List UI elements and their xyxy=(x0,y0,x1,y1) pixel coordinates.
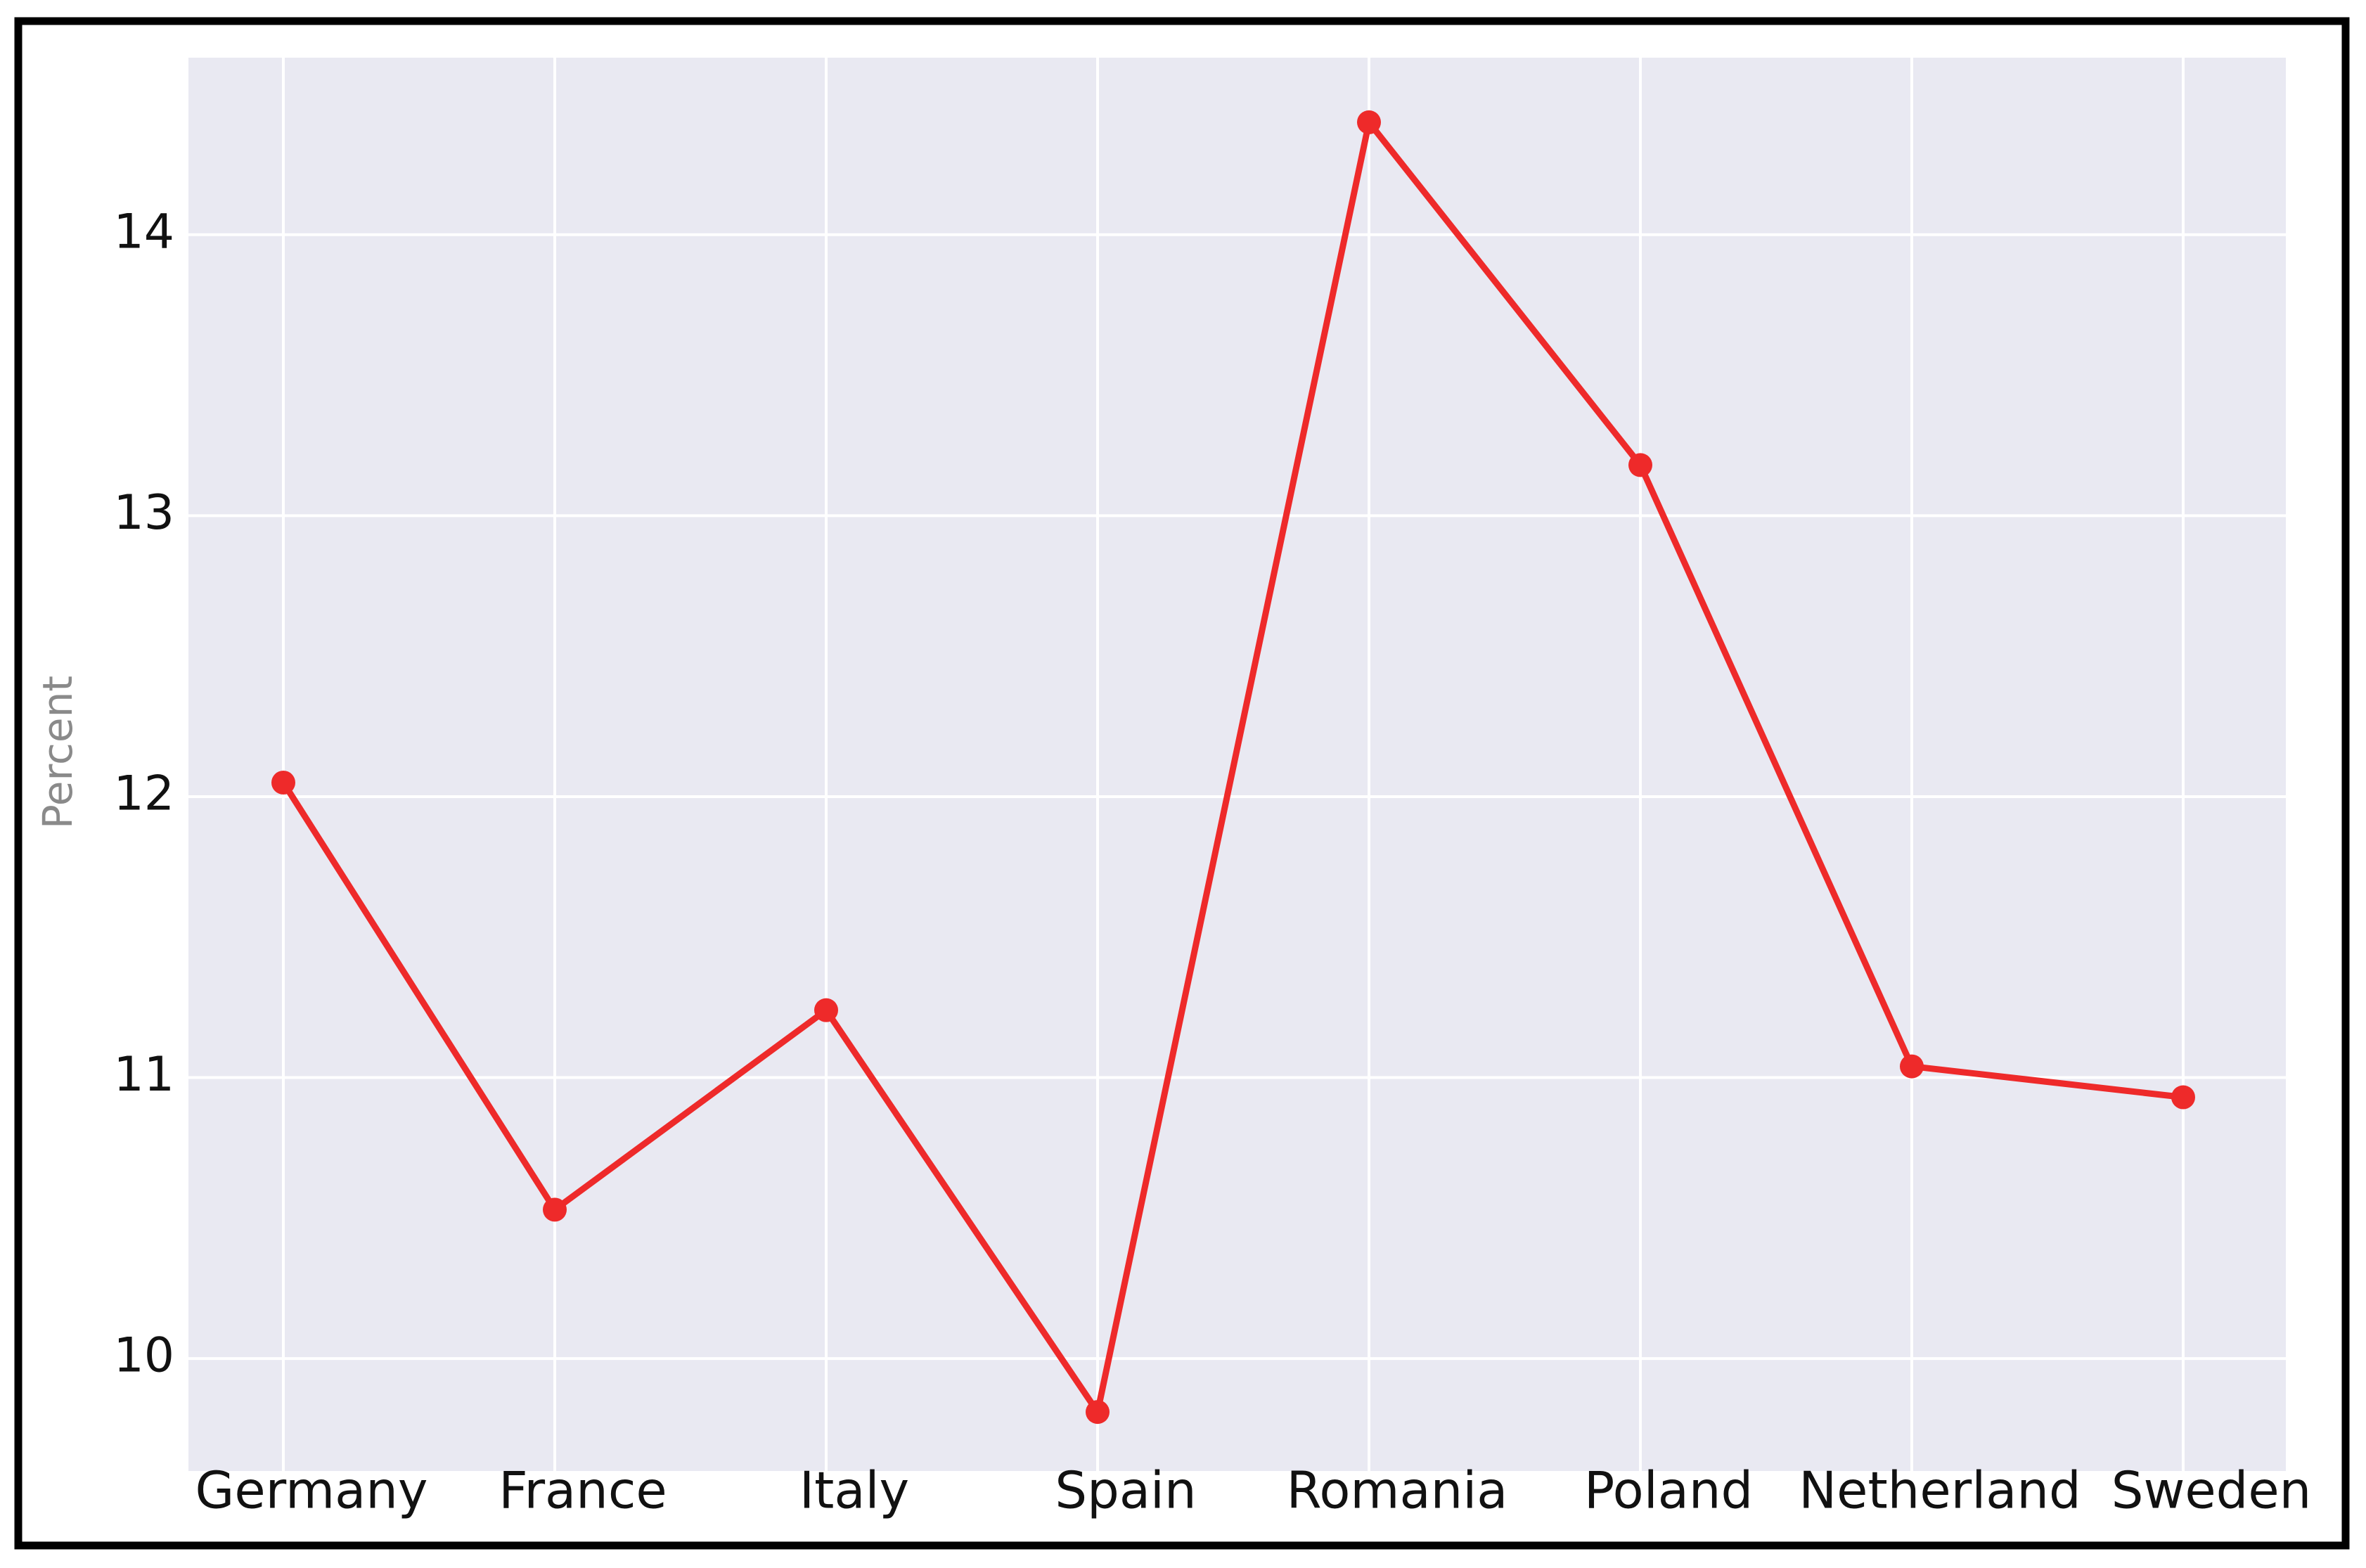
plot-area xyxy=(188,58,2286,1471)
x-tick-label: Poland xyxy=(1584,1461,1753,1520)
y-axis-label: Percent xyxy=(34,676,82,829)
y-tick-label: 11 xyxy=(113,1047,174,1103)
x-tick-label: Romania xyxy=(1287,1461,1508,1520)
data-point xyxy=(2171,1085,2195,1110)
x-tick-label: Spain xyxy=(1055,1461,1196,1520)
data-point xyxy=(814,998,838,1022)
y-tick-label: 10 xyxy=(113,1328,174,1384)
data-point xyxy=(1086,1400,1110,1425)
data-point xyxy=(1628,453,1652,477)
data-point xyxy=(1357,110,1381,134)
y-tick-label: 12 xyxy=(113,766,174,822)
data-line xyxy=(281,119,2184,1415)
x-tick-label: Italy xyxy=(799,1461,909,1520)
x-tick-label: Sweden xyxy=(2111,1461,2312,1520)
x-tick-label: Germany xyxy=(195,1461,428,1520)
data-point xyxy=(1900,1054,1924,1079)
x-tick-label: France xyxy=(499,1461,667,1520)
x-tick-label: Netherland xyxy=(1799,1461,2081,1520)
y-tick-label: 14 xyxy=(113,204,174,259)
data-point xyxy=(271,770,295,795)
y-tick-label: 13 xyxy=(113,485,174,541)
data-point xyxy=(543,1197,567,1222)
